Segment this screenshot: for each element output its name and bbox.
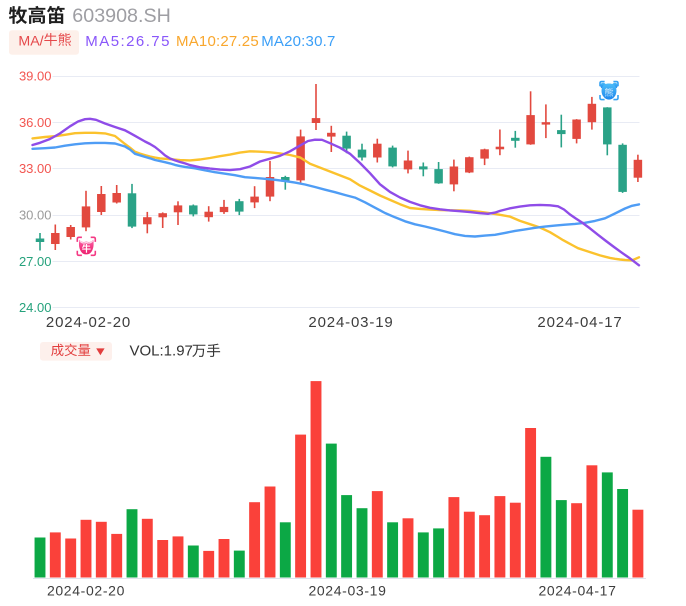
svg-text:33.00: 33.00 <box>19 161 52 176</box>
svg-text:2024-04-17: 2024-04-17 <box>538 583 616 599</box>
svg-text:36.00: 36.00 <box>19 115 52 130</box>
svg-text:2024-03-19: 2024-03-19 <box>308 314 393 331</box>
svg-text:2024-03-19: 2024-03-19 <box>308 583 386 599</box>
svg-text:39.00: 39.00 <box>19 69 52 84</box>
svg-text:MA10:27.25: MA10:27.25 <box>176 33 259 50</box>
svg-text:MA/: MA/ <box>18 33 43 49</box>
svg-text:2024-02-20: 2024-02-20 <box>46 314 131 331</box>
svg-text:27.00: 27.00 <box>19 254 52 269</box>
svg-text:24.00: 24.00 <box>19 300 52 315</box>
svg-text:30.00: 30.00 <box>19 208 52 223</box>
svg-text:MA5:26.75: MA5:26.75 <box>85 33 171 50</box>
svg-text:2024-04-17: 2024-04-17 <box>537 314 622 331</box>
svg-text:603908.SH: 603908.SH <box>72 5 171 27</box>
svg-text:MA20:30.7: MA20:30.7 <box>261 33 335 50</box>
svg-text:VOL:1.97: VOL:1.97 <box>130 343 193 360</box>
svg-text:2024-02-20: 2024-02-20 <box>47 583 125 599</box>
